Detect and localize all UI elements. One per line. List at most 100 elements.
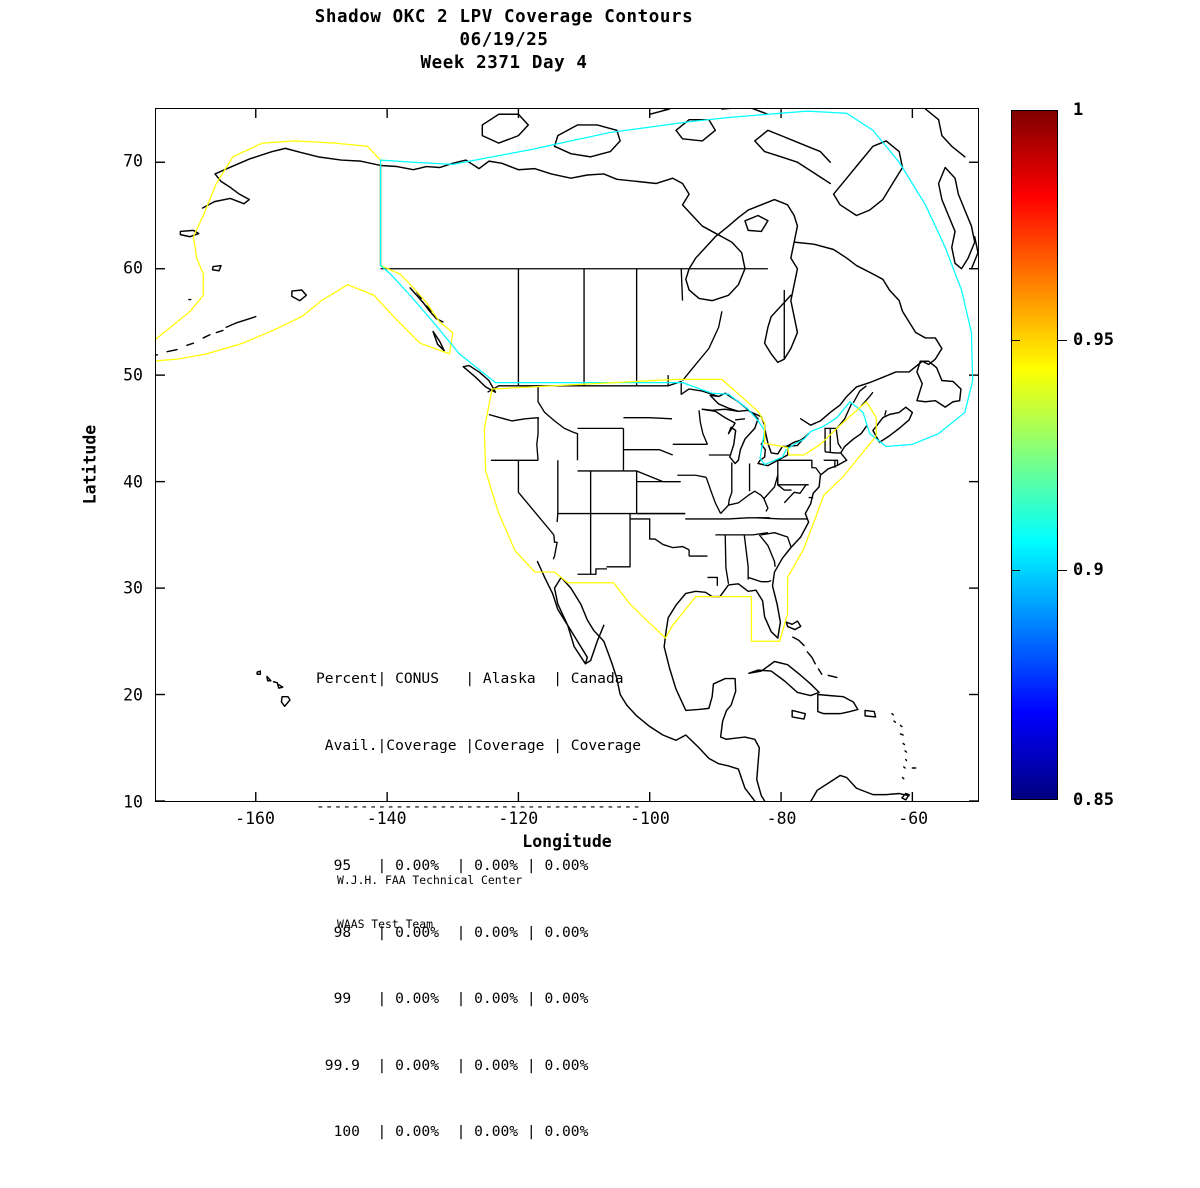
coastline-path (675, 118, 717, 142)
border-path (835, 428, 843, 449)
border-path (824, 451, 841, 454)
y-tick-label: 40 (123, 472, 143, 492)
x-tick-label: -120 (498, 809, 539, 828)
table-row: 99.9 | 0.00% | 0.00% | 0.00% (316, 1056, 589, 1074)
coastline-path (924, 109, 966, 158)
coastline-path (648, 109, 671, 116)
coastline-path (276, 683, 284, 689)
colorbar-tick-label: 0.95 (1073, 330, 1114, 350)
alaska-service-volume-boundary (156, 140, 454, 362)
y-tick-label: 60 (123, 258, 143, 278)
coastline-path (663, 425, 868, 801)
coastline-path (584, 624, 605, 665)
conus-service-volume-boundary (483, 378, 877, 642)
coastline-path (721, 109, 769, 116)
border-path (517, 460, 555, 536)
coastline-path (425, 305, 432, 313)
coastline-path (902, 742, 906, 746)
table-row: 95 | 0.00% | 0.00% | 0.00% (316, 857, 589, 875)
border-path (735, 418, 746, 421)
border-path (680, 268, 684, 301)
border-path (630, 518, 690, 551)
coastline-path (793, 241, 943, 426)
coastline-path (827, 674, 838, 679)
y-tick-label: 10 (123, 792, 143, 812)
coastline-path (810, 774, 910, 801)
border-path (815, 467, 821, 475)
coastline-path (832, 140, 904, 217)
stats-header-rule: ------------------------------------- (316, 801, 642, 811)
border-path (536, 417, 539, 461)
coastline-path (280, 695, 291, 707)
state-borders-layer (380, 268, 887, 586)
stats-header-row-1: Percent| CONUS | Alaska | Canada (316, 670, 624, 688)
border-path (681, 311, 723, 381)
coastline-path (899, 733, 904, 736)
border-path (577, 568, 608, 575)
border-path (758, 534, 776, 567)
coastline-path (379, 159, 799, 364)
coastline-path (186, 342, 195, 347)
y-tick-label: 50 (123, 365, 143, 385)
border-path (724, 534, 730, 584)
y-tick-label: 20 (123, 685, 143, 705)
coastline-path (225, 315, 257, 328)
x-axis-label: Longitude (522, 832, 612, 851)
credit-line-1: W.J.H. FAA Technical Center (337, 873, 523, 887)
border-path (623, 417, 673, 420)
border-path (705, 477, 722, 514)
coastline-path (970, 236, 978, 270)
coastline-path (432, 330, 445, 352)
border-path (720, 490, 769, 514)
title-line-1: Shadow OKC 2 LPV Coverage Contours (314, 7, 694, 27)
coastline-path (872, 406, 914, 443)
coastline-path (211, 264, 222, 272)
coastline-path (744, 214, 769, 233)
coastline-path (748, 660, 820, 697)
border-path (783, 484, 809, 504)
border-path (606, 513, 631, 568)
coastline-path (891, 712, 895, 716)
colorbar-tick-label: 1 (1073, 100, 1084, 120)
y-axis-label: Latitude (80, 424, 100, 505)
coastline-path (901, 776, 905, 780)
axis-tick-marks (156, 109, 978, 801)
coastline-path (916, 360, 962, 408)
border-path (715, 532, 769, 536)
colorbar-gradient (1011, 110, 1058, 800)
coastline-path (785, 620, 802, 631)
coastline-path (937, 166, 976, 270)
border-path (884, 410, 887, 416)
coastline-path (166, 348, 178, 353)
colorbar-tick-label: 0.85 (1073, 790, 1114, 810)
coastline-path (409, 287, 444, 323)
y-tick-label: 70 (123, 151, 143, 171)
border-path (760, 532, 792, 547)
coastline-layer (156, 109, 978, 801)
x-tick-label: -160 (235, 809, 275, 828)
coastline-path (266, 675, 272, 682)
x-tick-label: -60 (898, 809, 929, 828)
coastline-path (905, 758, 908, 762)
coastline-path (553, 124, 621, 158)
colorbar-tick (1058, 340, 1067, 341)
colorbar-tick (1011, 340, 1020, 341)
coastline-path (536, 560, 756, 801)
title-line-2: 06/19/25 (459, 30, 549, 50)
coastline-path (864, 709, 877, 718)
x-tick-label: -100 (630, 809, 670, 828)
coastline-path (893, 720, 897, 723)
y-tick-label: 30 (123, 578, 143, 598)
border-path (747, 576, 772, 583)
colorbar-tick-label: 0.9 (1073, 560, 1104, 580)
border-path (777, 459, 816, 469)
chart-title-block: Shadow OKC 2 LPV Coverage Contours 06/19… (0, 6, 1008, 75)
border-path (743, 534, 749, 580)
coastline-path (806, 651, 816, 665)
coastline-path (272, 681, 279, 684)
border-path (488, 413, 540, 422)
map-svg (156, 109, 978, 801)
border-path (756, 517, 808, 520)
border-path (860, 391, 874, 407)
border-path (623, 449, 673, 456)
